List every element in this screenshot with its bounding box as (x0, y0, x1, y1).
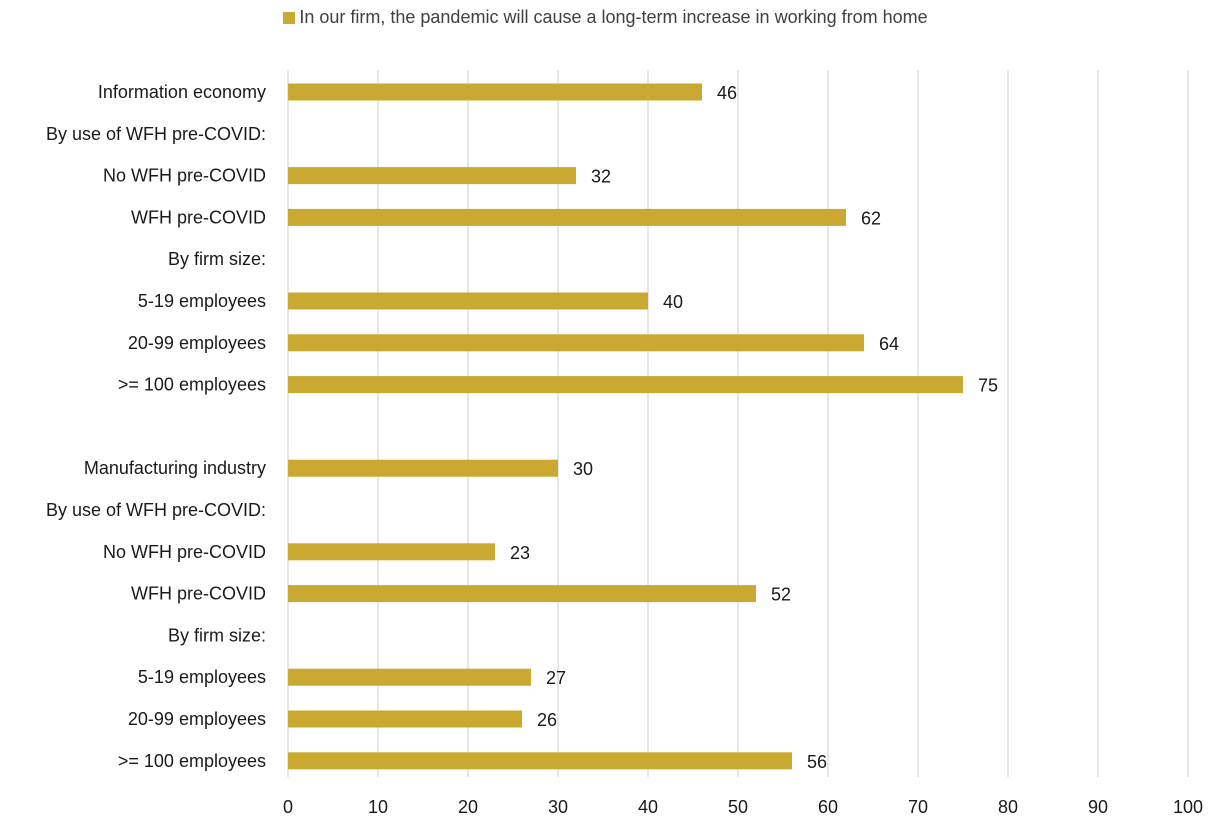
bar (288, 543, 495, 561)
data-label: 23 (510, 543, 530, 563)
category-label: 5-19 employees (138, 291, 266, 311)
x-tick-label: 60 (818, 797, 838, 817)
legend-label: In our firm, the pandemic will cause a l… (299, 7, 928, 27)
bar (288, 585, 756, 603)
category-label: No WFH pre-COVID (103, 542, 266, 562)
category-label: >= 100 employees (118, 375, 266, 395)
chart-legend: In our firm, the pandemic will cause a l… (0, 7, 1211, 28)
data-label: 26 (537, 710, 557, 730)
category-label: By use of WFH pre-COVID: (46, 500, 266, 520)
legend-swatch (283, 12, 296, 24)
x-tick-label: 80 (998, 797, 1018, 817)
data-label: 52 (771, 585, 791, 605)
data-label: 75 (978, 376, 998, 396)
data-label: 30 (573, 459, 593, 479)
x-tick-label: 70 (908, 797, 928, 817)
category-label: Manufacturing industry (84, 458, 266, 478)
x-tick-label: 40 (638, 797, 658, 817)
bar (288, 167, 576, 185)
bar (288, 752, 792, 770)
category-label: 20-99 employees (128, 333, 266, 353)
data-label: 62 (861, 208, 881, 228)
data-label: 27 (546, 668, 566, 688)
bar (288, 668, 531, 686)
bar (288, 459, 558, 477)
category-label: >= 100 employees (118, 751, 266, 771)
x-tick-label: 10 (368, 797, 388, 817)
x-tick-label: 20 (458, 797, 478, 817)
bar (288, 376, 963, 394)
category-label: No WFH pre-COVID (103, 166, 266, 186)
category-label: By firm size: (168, 625, 266, 645)
x-tick-label: 100 (1173, 797, 1203, 817)
bar (288, 83, 702, 101)
bar (288, 208, 846, 226)
x-tick-label: 0 (283, 797, 293, 817)
bar (288, 292, 648, 310)
category-label: WFH pre-COVID (131, 207, 266, 227)
data-label: 46 (717, 83, 737, 103)
category-label: 20-99 employees (128, 709, 266, 729)
category-label: Information economy (98, 82, 266, 102)
data-label: 40 (663, 292, 683, 312)
category-label: 5-19 employees (138, 667, 266, 687)
category-label: By use of WFH pre-COVID: (46, 124, 266, 144)
x-tick-label: 30 (548, 797, 568, 817)
category-label: By firm size: (168, 249, 266, 269)
data-label: 56 (807, 752, 827, 772)
bar (288, 334, 864, 352)
data-label: 64 (879, 334, 899, 354)
data-label: 32 (591, 167, 611, 187)
x-tick-label: 50 (728, 797, 748, 817)
bar (288, 710, 522, 728)
category-label: WFH pre-COVID (131, 584, 266, 604)
x-tick-label: 90 (1088, 797, 1108, 817)
